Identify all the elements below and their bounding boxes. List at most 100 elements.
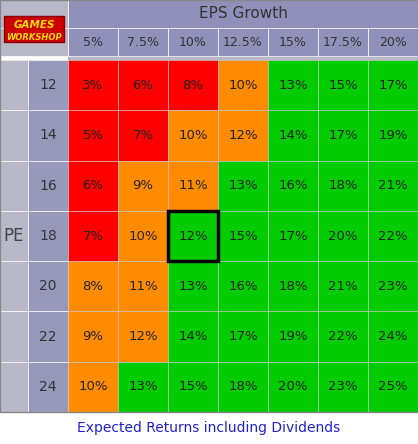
Bar <box>168 211 218 261</box>
Bar <box>168 311 218 362</box>
Bar <box>268 211 318 261</box>
Bar <box>28 60 68 110</box>
Text: 5%: 5% <box>83 36 103 48</box>
Bar <box>0 60 28 110</box>
Bar <box>168 161 218 211</box>
Bar <box>318 362 368 412</box>
Text: 6%: 6% <box>82 179 104 192</box>
Text: 20%: 20% <box>278 381 308 393</box>
Bar <box>168 28 218 56</box>
Text: 7%: 7% <box>82 230 104 242</box>
Bar <box>118 211 168 261</box>
Bar <box>218 28 268 56</box>
Bar <box>268 60 318 110</box>
Bar <box>68 60 118 110</box>
Text: 21%: 21% <box>328 280 358 293</box>
Text: 24%: 24% <box>378 330 408 343</box>
Bar <box>168 60 218 110</box>
Text: 10%: 10% <box>178 129 208 142</box>
Bar <box>318 110 368 161</box>
Bar <box>0 0 68 28</box>
Bar <box>368 110 418 161</box>
Bar <box>0 161 28 211</box>
Text: 11%: 11% <box>128 280 158 293</box>
Bar <box>68 110 118 161</box>
Bar <box>268 161 318 211</box>
Bar <box>368 362 418 412</box>
Text: 15%: 15% <box>178 381 208 393</box>
Text: 13%: 13% <box>128 381 158 393</box>
Bar <box>28 161 68 211</box>
Bar <box>318 161 368 211</box>
Text: PE: PE <box>4 227 24 245</box>
Bar <box>218 110 268 161</box>
Text: 12: 12 <box>39 78 57 92</box>
Text: 11%: 11% <box>178 179 208 192</box>
Text: 20%: 20% <box>328 230 358 242</box>
Bar <box>0 211 28 261</box>
Bar <box>68 362 118 412</box>
Text: 18%: 18% <box>278 280 308 293</box>
Text: 22%: 22% <box>378 230 408 242</box>
Text: 6%: 6% <box>133 79 153 91</box>
Text: 18%: 18% <box>328 179 358 192</box>
Bar <box>318 211 368 261</box>
Text: 13%: 13% <box>178 280 208 293</box>
Bar <box>118 311 168 362</box>
Bar <box>0 28 68 56</box>
Text: 23%: 23% <box>378 280 408 293</box>
Text: 7%: 7% <box>133 129 153 142</box>
Text: 10%: 10% <box>179 36 207 48</box>
Bar <box>368 311 418 362</box>
Text: 17%: 17% <box>228 330 258 343</box>
Text: 13%: 13% <box>278 79 308 91</box>
Bar <box>218 161 268 211</box>
Bar <box>218 261 268 311</box>
Text: 17%: 17% <box>378 79 408 91</box>
Text: 8%: 8% <box>183 79 204 91</box>
Text: 23%: 23% <box>328 381 358 393</box>
Bar <box>68 28 118 56</box>
Text: 19%: 19% <box>278 330 308 343</box>
Bar <box>0 110 28 161</box>
Text: 17%: 17% <box>278 230 308 242</box>
Bar <box>0 0 68 60</box>
Text: 12%: 12% <box>178 230 208 242</box>
Text: 15%: 15% <box>328 79 358 91</box>
Text: 18%: 18% <box>228 381 258 393</box>
Bar <box>0 311 28 362</box>
Bar <box>318 28 368 56</box>
Bar <box>118 110 168 161</box>
Bar <box>28 211 68 261</box>
Text: 5%: 5% <box>82 129 104 142</box>
Bar <box>368 28 418 56</box>
Bar <box>28 261 68 311</box>
Text: 18: 18 <box>39 229 57 243</box>
Bar <box>28 311 68 362</box>
Bar <box>368 261 418 311</box>
Text: GAMES: GAMES <box>13 20 55 30</box>
Bar <box>368 211 418 261</box>
Text: 14%: 14% <box>178 330 208 343</box>
Text: 22: 22 <box>39 329 57 344</box>
Text: 15%: 15% <box>228 230 258 242</box>
Text: 20: 20 <box>39 279 57 293</box>
Text: 25%: 25% <box>378 381 408 393</box>
Bar <box>28 362 68 412</box>
Text: 13%: 13% <box>228 179 258 192</box>
Bar <box>68 261 118 311</box>
Text: 20%: 20% <box>379 36 407 48</box>
Bar <box>168 362 218 412</box>
Text: 21%: 21% <box>378 179 408 192</box>
Text: Expected Returns including Dividends: Expected Returns including Dividends <box>77 421 341 435</box>
Bar <box>118 161 168 211</box>
Bar <box>0 261 28 311</box>
Bar <box>268 28 318 56</box>
Text: 19%: 19% <box>378 129 408 142</box>
Text: 7.5%: 7.5% <box>127 36 159 48</box>
Text: 17%: 17% <box>328 129 358 142</box>
Bar <box>268 261 318 311</box>
Text: 14: 14 <box>39 128 57 143</box>
Bar <box>0 362 28 412</box>
Text: 22%: 22% <box>328 330 358 343</box>
